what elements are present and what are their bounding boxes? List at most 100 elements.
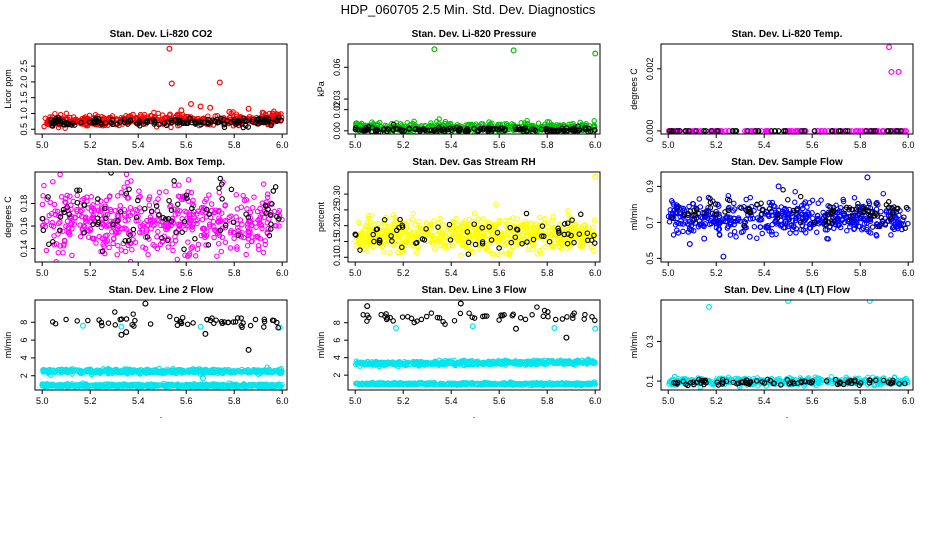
plot-area	[665, 174, 911, 260]
data-point	[243, 197, 250, 203]
data-point	[830, 214, 836, 221]
data-point	[63, 199, 69, 206]
data-point	[72, 382, 79, 388]
data-point	[164, 237, 171, 244]
y-axis-label: Licor ppm	[3, 69, 13, 109]
data-point	[733, 234, 739, 240]
data-point	[542, 215, 548, 222]
data-point	[184, 209, 190, 215]
data-point	[394, 227, 400, 234]
data-point	[448, 122, 454, 128]
data-point	[171, 182, 178, 189]
data-point	[782, 128, 789, 134]
data-point	[94, 199, 101, 206]
data-point	[182, 252, 188, 259]
data-point	[397, 121, 404, 127]
data-point	[390, 127, 396, 133]
data-point	[234, 246, 240, 252]
data-point	[254, 208, 261, 215]
data-point	[148, 208, 155, 214]
data-point	[194, 220, 200, 227]
data-point	[492, 222, 498, 229]
y-tick-label: 1.5	[19, 91, 29, 104]
data-point	[244, 242, 251, 249]
data-point	[508, 239, 515, 246]
data-point	[519, 240, 525, 247]
data-point	[802, 216, 809, 222]
data-point	[121, 184, 127, 190]
data-point	[415, 126, 422, 133]
data-point	[782, 220, 789, 227]
data-point	[708, 220, 715, 227]
data-point	[558, 237, 565, 244]
data-point	[267, 212, 274, 218]
data-point	[571, 239, 577, 246]
data-point	[457, 233, 464, 239]
data-point	[792, 199, 798, 206]
data-point	[156, 189, 163, 196]
data-point	[117, 119, 123, 126]
data-point	[379, 230, 386, 237]
data-point	[675, 203, 682, 210]
data-point	[173, 367, 180, 373]
data-point	[262, 238, 268, 244]
data-point	[67, 193, 73, 199]
data-point	[667, 128, 673, 134]
data-point	[170, 247, 176, 254]
data-point	[856, 211, 862, 217]
data-point	[390, 121, 397, 128]
data-point	[798, 128, 805, 134]
data-point	[132, 206, 139, 213]
x-tick-label: 5.4	[445, 140, 458, 150]
x-tick-label: 5.4	[132, 140, 145, 150]
data-point	[64, 218, 71, 224]
data-point	[52, 211, 59, 218]
chart-panel: Stan. Dev. Li-820 Temp.degrees C.5.0 5.2 5…	[629, 29, 914, 164]
data-point	[524, 239, 530, 245]
data-point	[435, 224, 441, 230]
data-point	[102, 120, 109, 126]
data-point	[77, 222, 83, 228]
plot-frame	[660, 171, 914, 263]
data-point	[184, 120, 191, 127]
data-point	[743, 207, 749, 213]
data-point	[271, 367, 278, 374]
data-point	[52, 208, 58, 214]
data-point	[900, 128, 907, 134]
y-tick-label: 2.0	[19, 76, 29, 89]
y-axis-label: percent	[316, 201, 326, 232]
data-point	[691, 212, 697, 218]
data-point	[233, 214, 239, 220]
data-point	[905, 220, 911, 227]
y-tick-label: 0.9	[645, 180, 655, 193]
data-point	[43, 247, 50, 254]
data-point	[440, 126, 446, 133]
data-point	[382, 227, 389, 234]
data-point	[88, 194, 95, 200]
data-point	[275, 324, 281, 331]
data-point	[551, 127, 558, 134]
data-point	[40, 227, 47, 234]
data-point	[682, 219, 689, 225]
data-point	[549, 217, 555, 224]
data-point	[591, 247, 597, 254]
data-point	[864, 224, 870, 231]
data-point	[123, 190, 130, 197]
data-point	[122, 248, 129, 255]
data-point	[159, 235, 165, 241]
data-point	[502, 126, 509, 132]
data-point	[477, 126, 484, 132]
data-point	[498, 248, 505, 255]
data-point	[707, 195, 713, 202]
data-point	[529, 231, 536, 238]
data-point	[849, 206, 856, 213]
data-point	[356, 219, 362, 226]
data-point	[726, 128, 733, 134]
data-point	[851, 226, 857, 233]
data-point	[700, 222, 707, 228]
data-point	[822, 128, 828, 134]
data-point	[576, 231, 583, 237]
data-point	[255, 243, 262, 249]
data-point	[813, 229, 820, 236]
